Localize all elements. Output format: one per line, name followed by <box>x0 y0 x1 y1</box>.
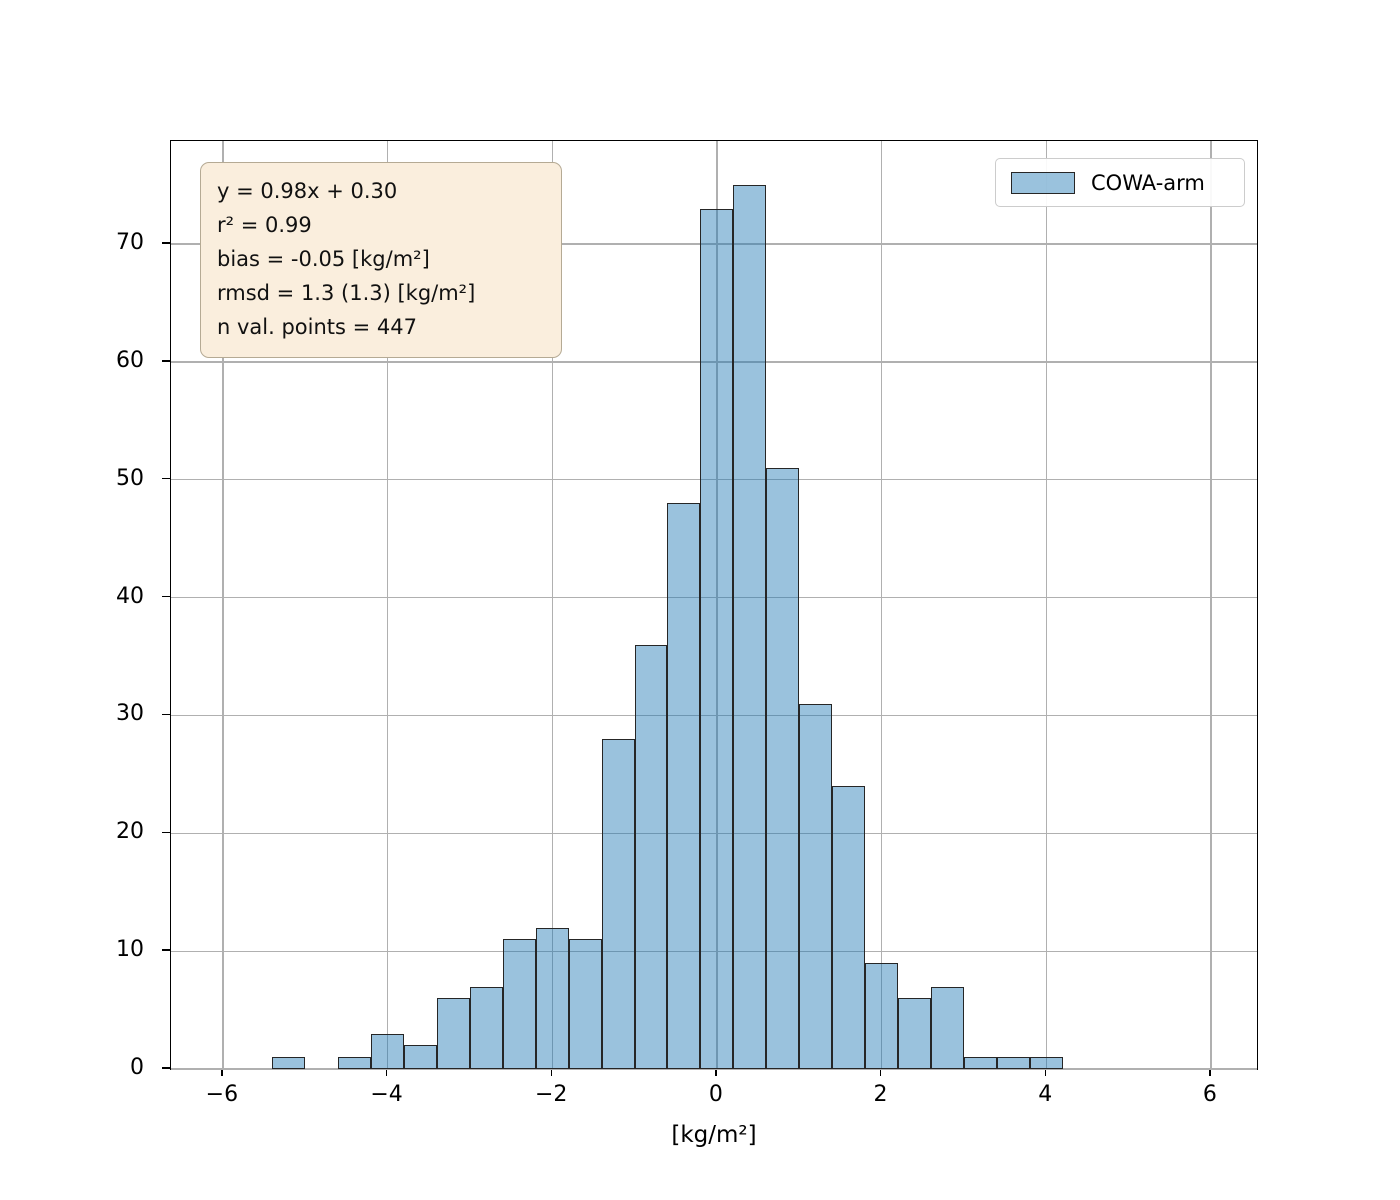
x-tick-label: 6 <box>1202 1082 1217 1107</box>
stats-line-npoints: n val. points = 447 <box>217 315 417 339</box>
stats-annotation-box: y = 0.98x + 0.30 r² = 0.99 bias = -0.05 … <box>200 162 562 358</box>
x-tick-label: −6 <box>205 1082 239 1107</box>
y-tick-label: 20 <box>116 819 144 845</box>
histogram-bar <box>436 998 470 1069</box>
histogram-bar <box>338 1057 372 1069</box>
x-gridline <box>551 141 553 1069</box>
histogram-bar <box>535 927 569 1069</box>
y-gridline <box>171 1068 1257 1070</box>
x-tick-mark <box>879 1068 882 1076</box>
x-tick-label: 4 <box>1038 1082 1053 1107</box>
histogram-bar <box>733 185 767 1069</box>
y-tick-label: 0 <box>130 1055 144 1080</box>
y-tick-mark <box>162 1067 170 1069</box>
stats-line-equation: y = 0.98x + 0.30 <box>217 179 398 203</box>
stats-line-rmsd: rmsd = 1.3 (1.3) [kg/m²] <box>217 281 476 305</box>
stats-line-r2: r² = 0.99 <box>217 213 312 237</box>
legend: COWA-arm <box>995 158 1245 207</box>
y-gridline <box>171 950 1257 952</box>
histogram-bar <box>272 1057 306 1069</box>
x-tick-mark <box>1209 1068 1211 1076</box>
y-tick-label: 10 <box>116 937 144 963</box>
plot-area <box>170 140 1258 1070</box>
histogram-bar <box>404 1045 437 1069</box>
x-tick-label: −4 <box>370 1082 403 1107</box>
y-tick-mark <box>162 831 170 833</box>
x-gridline <box>386 141 389 1069</box>
x-tick-mark <box>1044 1068 1046 1076</box>
y-tick-mark <box>162 360 170 362</box>
y-gridline <box>171 832 1257 834</box>
histogram-bar <box>469 986 503 1069</box>
x-tick-mark <box>550 1068 552 1076</box>
x-tick-label: 2 <box>873 1082 888 1107</box>
y-tick-label: 40 <box>116 583 144 609</box>
histogram-bar <box>963 1057 997 1069</box>
x-tick-mark <box>221 1068 223 1076</box>
y-gridline <box>171 596 1257 599</box>
histogram-bar <box>371 1033 404 1069</box>
stats-line-bias: bias = -0.05 [kg/m²] <box>217 247 430 271</box>
y-tick-mark <box>162 595 170 598</box>
y-tick-mark <box>162 713 170 716</box>
histogram-bar <box>667 503 701 1069</box>
legend-label: COWA-arm <box>1091 170 1205 195</box>
y-gridline <box>171 479 1257 481</box>
histogram-bar <box>502 939 536 1069</box>
x-tick-mark <box>715 1068 717 1076</box>
histogram-bar <box>898 998 931 1069</box>
histogram-bar <box>766 468 800 1069</box>
x-gridline <box>716 141 718 1069</box>
x-gridline <box>1210 141 1212 1069</box>
x-gridline <box>222 141 224 1069</box>
histogram-bar <box>799 703 833 1069</box>
y-tick-mark <box>162 242 170 244</box>
x-gridline <box>1045 141 1047 1069</box>
x-tick-label: −2 <box>534 1082 568 1107</box>
histogram-bar <box>700 208 734 1069</box>
y-tick-label: 50 <box>116 465 144 491</box>
y-gridline <box>171 243 1257 245</box>
y-tick-label: 70 <box>116 230 144 256</box>
histogram-bar <box>865 962 898 1069</box>
histogram-bar <box>832 786 866 1069</box>
y-gridline <box>171 714 1257 717</box>
y-tick-label: 60 <box>116 347 144 373</box>
histogram-bar <box>601 739 635 1069</box>
histogram-bar <box>634 644 668 1069</box>
y-tick-label: 30 <box>116 701 144 727</box>
histogram-bar <box>996 1057 1030 1069</box>
x-tick-mark <box>385 1068 388 1076</box>
legend-swatch <box>1011 171 1075 194</box>
histogram-bar <box>930 986 964 1069</box>
y-tick-mark <box>162 478 170 480</box>
y-gridline <box>171 361 1257 363</box>
y-tick-mark <box>162 949 170 951</box>
x-axis-label: [kg/m²] <box>671 1122 757 1148</box>
histogram-bar <box>1029 1057 1063 1069</box>
x-gridline <box>880 141 883 1069</box>
x-tick-label: 0 <box>708 1082 723 1107</box>
histogram-bar <box>568 939 602 1069</box>
